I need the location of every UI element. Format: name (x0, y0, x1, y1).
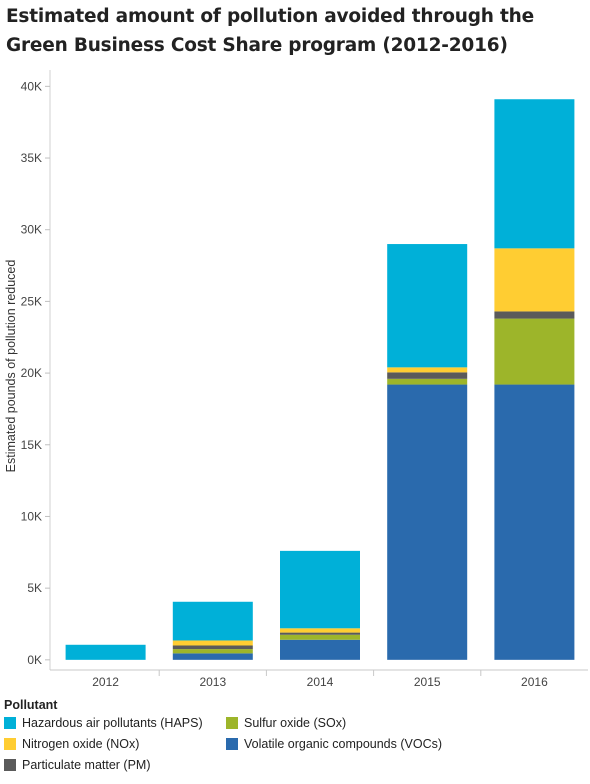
bars (65, 99, 575, 660)
y-tick-label: 40K (21, 79, 42, 93)
bar-segment (172, 649, 253, 654)
bar-segment (494, 311, 575, 319)
legend-item: Volatile organic compounds (VOCs) (226, 737, 442, 751)
legend-label: Volatile organic compounds (VOCs) (244, 737, 443, 751)
y-tick-label: 0K (27, 653, 42, 667)
legend-item: Nitrogen oxide (NOx) (4, 737, 139, 751)
bar-segment (172, 601, 253, 641)
bar-segment (280, 628, 360, 633)
x-tick-label: 2012 (92, 675, 119, 689)
legend-label: Particulate matter (PM) (22, 758, 151, 772)
y-tick-label: 15K (21, 438, 42, 452)
y-tick-label: 25K (21, 294, 42, 308)
legend-label: Nitrogen oxide (NOx) (22, 737, 140, 751)
bar-segment (280, 634, 360, 640)
legend-label: Hazardous air pollutants (HAPS) (22, 716, 203, 730)
legend-swatch (4, 717, 16, 729)
y-tick-label: 5K (27, 581, 42, 595)
bar-segment (387, 367, 468, 373)
bar-segment (280, 550, 360, 629)
bar-segment (172, 653, 253, 660)
bar-segment (494, 384, 575, 660)
bar-segment (172, 645, 253, 650)
legend-swatch (226, 717, 238, 729)
bar-segment (280, 639, 360, 660)
legend-item: Hazardous air pollutants (HAPS) (4, 716, 203, 730)
bar-segment (494, 248, 575, 312)
bar-segment (494, 318, 575, 385)
bar-segment (494, 99, 575, 249)
bar-segment (172, 640, 253, 646)
y-tick-label: 30K (21, 223, 42, 237)
y-tick-label: 10K (21, 509, 42, 523)
y-axis-label-group: Estimated pounds of pollution reduced (4, 260, 18, 473)
y-axis: 0K 5K 10K 15K 20K 25K 30K 35K 40K (21, 70, 51, 670)
legend-swatch (4, 759, 16, 771)
legend-item: Particulate matter (PM) (4, 758, 151, 772)
x-tick-label: 2015 (414, 675, 441, 689)
x-tick-label: 2016 (521, 675, 548, 689)
bar-segment (280, 632, 360, 635)
bar-segment (387, 244, 468, 368)
y-axis-label: Estimated pounds of pollution reduced (4, 260, 18, 473)
bar-segment (387, 372, 468, 379)
legend-title: Pollutant (4, 698, 58, 712)
y-tick-label: 20K (21, 366, 42, 380)
legend-label: Sulfur oxide (SOx) (244, 716, 347, 730)
bar-segment (65, 644, 146, 660)
legend-swatch (226, 738, 238, 750)
legend-swatch (4, 738, 16, 750)
x-tick-label: 2014 (307, 675, 334, 689)
chart-title: Estimated amount of pollution avoided th… (6, 6, 534, 56)
x-axis: 2012 2013 2014 2015 2016 (50, 669, 588, 689)
x-tick-label: 2013 (199, 675, 226, 689)
legend-item: Sulfur oxide (SOx) (226, 716, 346, 730)
bar-segment (387, 378, 468, 385)
bar-segment (387, 384, 468, 660)
y-tick-label: 35K (21, 151, 42, 165)
